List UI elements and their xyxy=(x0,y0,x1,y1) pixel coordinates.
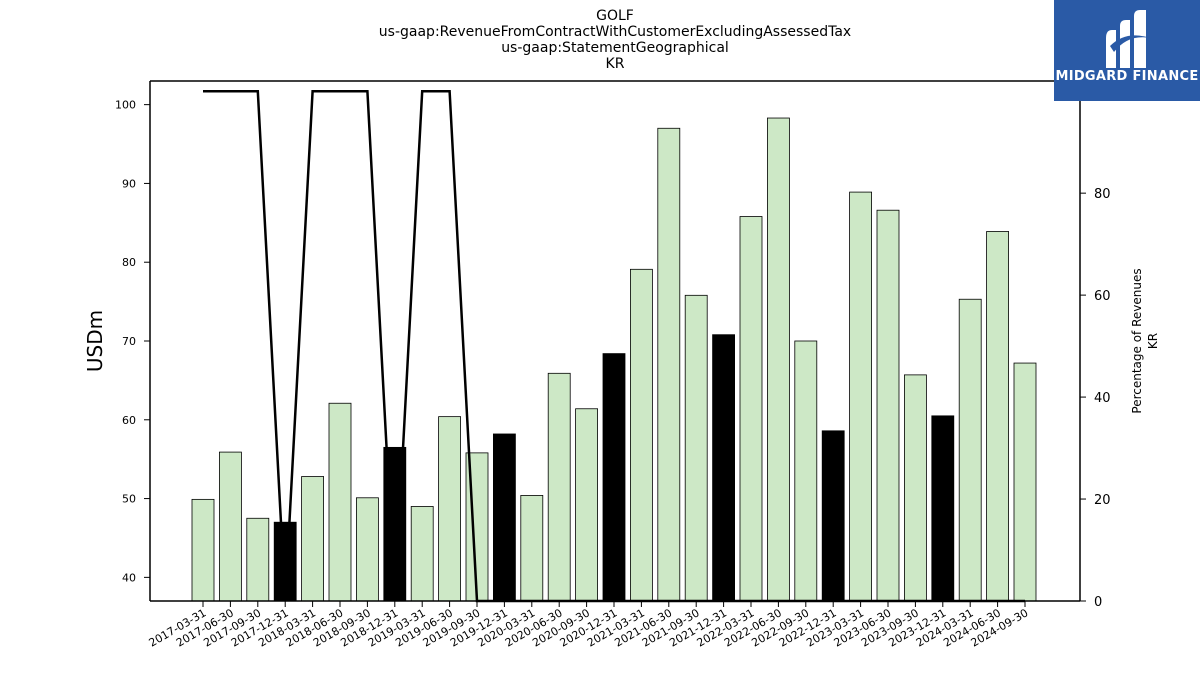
y2tick-label-20: 20 xyxy=(1094,493,1111,508)
bar-2020-09-30 xyxy=(575,408,598,602)
ytick-label-90: 90 xyxy=(122,177,136,190)
logo-text: MIDGARD FINANCE xyxy=(1055,69,1199,84)
logo-mark-icon xyxy=(1106,10,1150,68)
ytick-label-100: 100 xyxy=(115,99,136,112)
bar-2022-09-30 xyxy=(794,340,818,602)
bar-2023-12-31 xyxy=(931,415,955,602)
bar-2019-06-30 xyxy=(438,416,462,602)
bar-2022-06-30 xyxy=(767,117,790,602)
bar-2021-12-31 xyxy=(712,334,735,602)
bar-2024-06-30 xyxy=(986,231,1009,602)
title-line-4: KR xyxy=(605,56,625,72)
y2tick-label-0: 0 xyxy=(1094,595,1102,610)
title-line-1: GOLF xyxy=(596,8,634,24)
bar-2021-03-31 xyxy=(630,268,653,602)
bar-2018-09-30 xyxy=(355,497,379,602)
y2tick-label-40: 40 xyxy=(1094,391,1111,406)
bar-2021-06-30 xyxy=(657,127,681,602)
y2-axis-label-line-2: KR xyxy=(1146,333,1160,349)
y2-axis-label-line-1: Percentage of Revenues xyxy=(1130,268,1144,413)
ytick-label-70: 70 xyxy=(122,335,136,348)
ytick-label-60: 60 xyxy=(122,414,136,427)
bar-2019-03-31 xyxy=(410,506,434,602)
bar-2024-09-30 xyxy=(1013,362,1037,602)
midgard-finance-logo: MIDGARD FINANCE xyxy=(1054,0,1200,101)
bar-2020-06-30 xyxy=(547,372,571,602)
bar-2017-09-30 xyxy=(246,517,270,602)
bar-2023-06-30 xyxy=(876,209,900,602)
bar-2019-12-31 xyxy=(492,433,516,602)
title-line-3: us-gaap:StatementGeographical xyxy=(501,40,729,56)
bar-2022-12-31 xyxy=(821,430,845,602)
bar-2021-09-30 xyxy=(684,294,708,602)
bar-2024-03-31 xyxy=(958,298,982,602)
ytick-label-80: 80 xyxy=(122,256,136,269)
bar-2023-09-30 xyxy=(904,374,927,602)
bar-2023-03-31 xyxy=(849,191,872,602)
bar-2017-06-30 xyxy=(218,451,242,602)
y2tick-label-60: 60 xyxy=(1094,289,1111,304)
ytick-label-40: 40 xyxy=(122,571,136,584)
y-axis-label: USDm xyxy=(83,310,107,372)
ytick-label-50: 50 xyxy=(122,493,136,506)
bar-2020-03-31 xyxy=(520,495,544,602)
bar-2018-03-31 xyxy=(301,476,325,602)
bar-2022-03-31 xyxy=(739,216,763,602)
bar-2018-06-30 xyxy=(328,402,352,602)
bar-2017-03-31 xyxy=(191,498,215,602)
bar-2020-12-31 xyxy=(602,353,626,602)
title-line-2: us-gaap:RevenueFromContractWithCustomerE… xyxy=(378,24,852,40)
y2tick-label-80: 80 xyxy=(1094,187,1111,202)
chart-title: GOLF us-gaap:RevenueFromContractWithCust… xyxy=(0,8,1200,72)
